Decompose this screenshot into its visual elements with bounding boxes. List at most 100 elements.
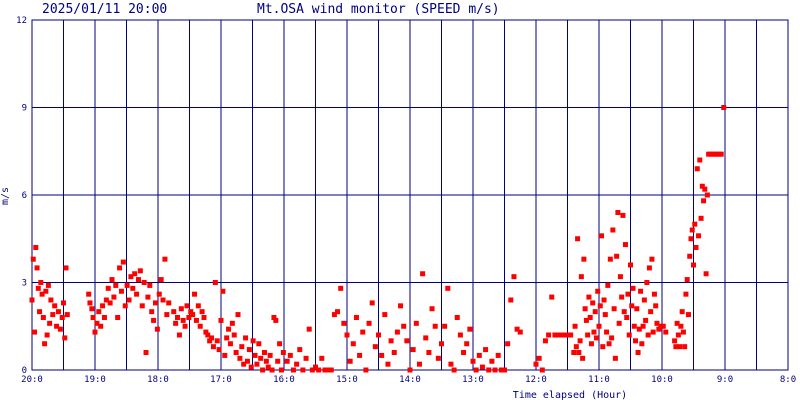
- data-point: [697, 157, 703, 163]
- data-point: [201, 315, 207, 320]
- data-point: [366, 320, 372, 326]
- data-point: [92, 329, 98, 335]
- data-point: [199, 309, 205, 315]
- data-point: [621, 309, 627, 315]
- y-tick-label: 6: [22, 191, 27, 201]
- data-point: [593, 335, 599, 341]
- data-point: [151, 317, 157, 323]
- data-point: [571, 350, 577, 355]
- x-tick-label: 18:0: [147, 375, 169, 385]
- data-points: [29, 105, 727, 373]
- data-point: [209, 335, 215, 341]
- data-point: [139, 303, 145, 309]
- data-point: [350, 341, 356, 347]
- data-point: [601, 297, 607, 303]
- data-point: [50, 312, 56, 318]
- data-point: [100, 303, 106, 309]
- data-point: [605, 282, 611, 288]
- data-point: [233, 350, 239, 355]
- data-point: [517, 329, 523, 335]
- data-point: [246, 347, 252, 353]
- data-point: [376, 332, 381, 338]
- data-point: [261, 350, 267, 355]
- data-point: [290, 367, 296, 373]
- data-point: [483, 347, 489, 353]
- data-point: [273, 317, 279, 323]
- data-point: [573, 344, 579, 350]
- data-point: [619, 294, 625, 300]
- data-point: [226, 326, 232, 332]
- data-point: [546, 332, 552, 338]
- data-point: [61, 300, 66, 306]
- data-point: [649, 256, 655, 262]
- data-point: [587, 315, 593, 320]
- x-tick-label: 14:0: [399, 375, 421, 385]
- data-point: [694, 166, 700, 172]
- data-point: [685, 312, 691, 318]
- data-point: [55, 309, 61, 315]
- x-tick-label: 16:0: [273, 375, 295, 385]
- x-tick-label: 17:0: [210, 375, 232, 385]
- data-point: [319, 355, 325, 361]
- data-point: [313, 364, 318, 370]
- data-point: [672, 338, 678, 344]
- data-point: [645, 332, 651, 338]
- data-point: [706, 151, 712, 157]
- data-point: [595, 288, 601, 294]
- data-point: [256, 341, 262, 347]
- data-point: [216, 347, 222, 353]
- data-point: [54, 323, 60, 329]
- data-point: [718, 151, 724, 157]
- data-point: [369, 300, 375, 306]
- data-point: [269, 367, 275, 373]
- x-tick-label: 19:0: [84, 375, 106, 385]
- data-point: [648, 309, 654, 315]
- data-point: [698, 215, 704, 221]
- data-point: [34, 265, 40, 271]
- data-point: [306, 326, 312, 332]
- data-point: [388, 338, 394, 344]
- data-point: [476, 352, 482, 358]
- data-point: [193, 317, 199, 323]
- data-point: [716, 151, 722, 157]
- data-point: [633, 338, 639, 344]
- data-point: [699, 183, 705, 189]
- data-point: [248, 364, 254, 370]
- data-point: [678, 323, 684, 329]
- data-point: [227, 341, 233, 347]
- data-point: [141, 280, 147, 285]
- data-point: [577, 338, 583, 344]
- data-point: [124, 282, 130, 288]
- data-point: [309, 367, 315, 373]
- data-point: [596, 323, 602, 329]
- data-point: [166, 300, 172, 306]
- data-point: [258, 355, 264, 361]
- data-point: [634, 306, 640, 312]
- data-point: [147, 282, 153, 288]
- data-point: [344, 332, 350, 338]
- data-point: [423, 335, 429, 341]
- data-point: [57, 326, 63, 332]
- data-point: [243, 335, 249, 341]
- data-point: [98, 323, 104, 329]
- data-point: [382, 312, 388, 318]
- data-point: [62, 335, 68, 341]
- data-point: [182, 323, 188, 329]
- data-point: [701, 198, 707, 204]
- data-point: [606, 341, 612, 347]
- data-point: [156, 291, 162, 297]
- data-point: [622, 242, 628, 248]
- data-point: [160, 297, 166, 303]
- data-point: [328, 367, 334, 373]
- data-point: [385, 361, 391, 367]
- data-point: [192, 291, 198, 297]
- data-point: [173, 320, 179, 326]
- data-point: [43, 288, 49, 294]
- data-point: [222, 352, 228, 358]
- data-point: [575, 236, 581, 242]
- data-point: [578, 274, 584, 280]
- data-point: [120, 259, 126, 265]
- data-point: [615, 210, 621, 215]
- data-point: [263, 358, 269, 364]
- data-point: [663, 329, 669, 335]
